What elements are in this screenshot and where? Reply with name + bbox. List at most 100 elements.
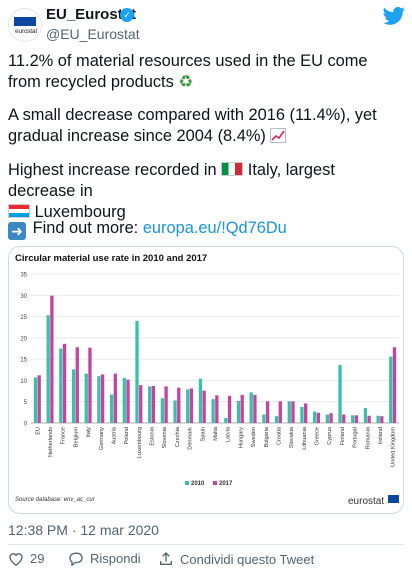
tweet-paragraph-1: 11.2% of material resources used in the … [8,51,404,93]
x-tick-label: Croatia [276,426,282,445]
bar-2010 [351,415,355,423]
user-handle[interactable]: @EU_Eurostat [46,26,140,42]
bar-2010 [135,320,139,423]
avatar[interactable]: eurostat [8,8,42,42]
x-tick-label: Italy [86,427,92,437]
like-count: 29 [30,551,45,566]
bar-2017 [291,401,295,423]
legend-label: 2010 [191,481,205,487]
bar-2010 [363,408,368,423]
chart-title: Circular material use rate in 2010 and 2… [15,253,207,264]
y-tick-label: 20 [20,336,27,342]
x-tick-label: Luxembourg [137,427,143,458]
bar-2010 [389,356,393,423]
bar-2017 [304,403,308,423]
tweet-timestamp[interactable]: 12:38 PM · 12 mar 2020 [8,522,159,538]
bar-2010 [325,414,330,423]
x-tick-label: Estonia [150,426,156,446]
bar-2010 [249,392,253,423]
bar-2010 [122,377,126,423]
luxembourg-flag-icon [8,204,30,218]
bar-2017 [164,386,168,423]
x-tick-label: Bulgaria [264,426,270,447]
tweet-paragraph-4: ➜ Find out more: europa.eu/!Qd76Du [8,218,404,240]
recycle-icon: ♻ [178,73,194,91]
y-tick-label: 25 [20,315,27,321]
bar-2010 [300,406,304,423]
x-tick-label: Czechia [175,426,181,447]
reply-button[interactable]: Rispondi [68,551,141,566]
arrow-right-icon: ➜ [8,222,26,240]
y-tick-label: 35 [20,273,27,279]
like-button[interactable]: 29 [8,551,44,566]
tweet-paragraph-2: A small decrease compared with 2016 (11.… [8,105,404,147]
x-tick-label: Romania [365,426,371,449]
x-tick-label: Finland [340,427,346,445]
bar-2010 [262,414,266,423]
y-tick-label: 10 [20,379,27,385]
bar-2017 [37,375,41,423]
bar-2010 [186,389,190,423]
twitter-bird-icon[interactable] [383,6,405,26]
x-tick-label: Denmark [188,427,194,450]
x-tick-label: Netherlands [48,427,54,457]
x-tick-label: United Kingdom [391,427,397,467]
chart-increasing-icon [270,128,287,143]
bar-2017 [329,413,333,423]
bar-2010 [109,394,114,423]
italy-flag-icon [221,162,244,176]
bar-chart: Circular material use rate in 2010 and 2… [15,253,399,507]
bar-2017 [151,385,156,423]
bar-2017 [113,373,117,423]
tweet-text-3a: Highest increase recorded in [8,161,217,179]
bar-2010 [160,398,165,423]
chart-source: Source database: env_ac_cur [15,497,96,503]
eurostat-logo-text: eurostat [348,496,384,507]
display-name[interactable]: EU_Eurostat [46,6,137,23]
bar-2017 [253,394,257,423]
tweet-paragraph-3: Highest increase recorded in Italy, larg… [8,160,404,223]
x-tick-label: Ireland [378,427,384,444]
bar-2017 [75,347,79,423]
bar-2017 [100,374,105,423]
bar-2010 [313,411,317,423]
tweet-text-3b: Italy, largest decrease in [8,161,335,200]
bar-2017 [265,401,270,423]
reply-label: Rispondi [90,551,141,566]
x-tick-label: EU [35,427,41,435]
bar-2017 [189,388,194,423]
x-tick-label: France [61,427,67,444]
x-tick-label: Lithuania [302,426,308,450]
y-tick-label: 5 [24,400,28,406]
x-tick-label: Austria [111,426,117,444]
bar-2017 [278,401,282,423]
bar-2010 [224,417,228,423]
bar-2010 [46,315,50,423]
tweet-text-2: A small decrease compared with 2016 (11.… [8,106,377,145]
bar-2010 [97,376,101,423]
bar-2010 [173,400,177,423]
bar-2017 [215,395,219,423]
share-button[interactable]: Condividi questo Tweet [158,551,314,567]
tweet-actions: 29 Rispondi Condividi questo Tweet [8,551,404,571]
x-tick-label: Hungary [238,427,244,448]
tweet-text-3c: Luxembourg [34,203,126,221]
bar-2017 [316,412,321,423]
bar-2017 [367,415,371,423]
bar-2010 [71,369,76,423]
heart-icon [9,553,23,566]
tweet-link[interactable]: europa.eu/!Qd76Du [142,219,287,237]
x-tick-label: Cyprus [327,427,333,445]
bar-2010 [198,378,203,423]
share-label: Condividi questo Tweet [180,551,315,567]
share-icon [160,552,172,565]
legend-label: 2017 [219,481,233,487]
bar-2017 [50,295,54,423]
avatar-wordmark: eurostat [15,28,37,35]
eu-flag-icon [14,17,36,26]
bar-2010 [148,386,152,423]
bar-2017 [177,387,181,423]
chart-image-card[interactable]: Circular material use rate in 2010 and 2… [8,246,404,514]
bar-2010 [33,377,38,423]
y-tick-label: 15 [20,358,27,364]
